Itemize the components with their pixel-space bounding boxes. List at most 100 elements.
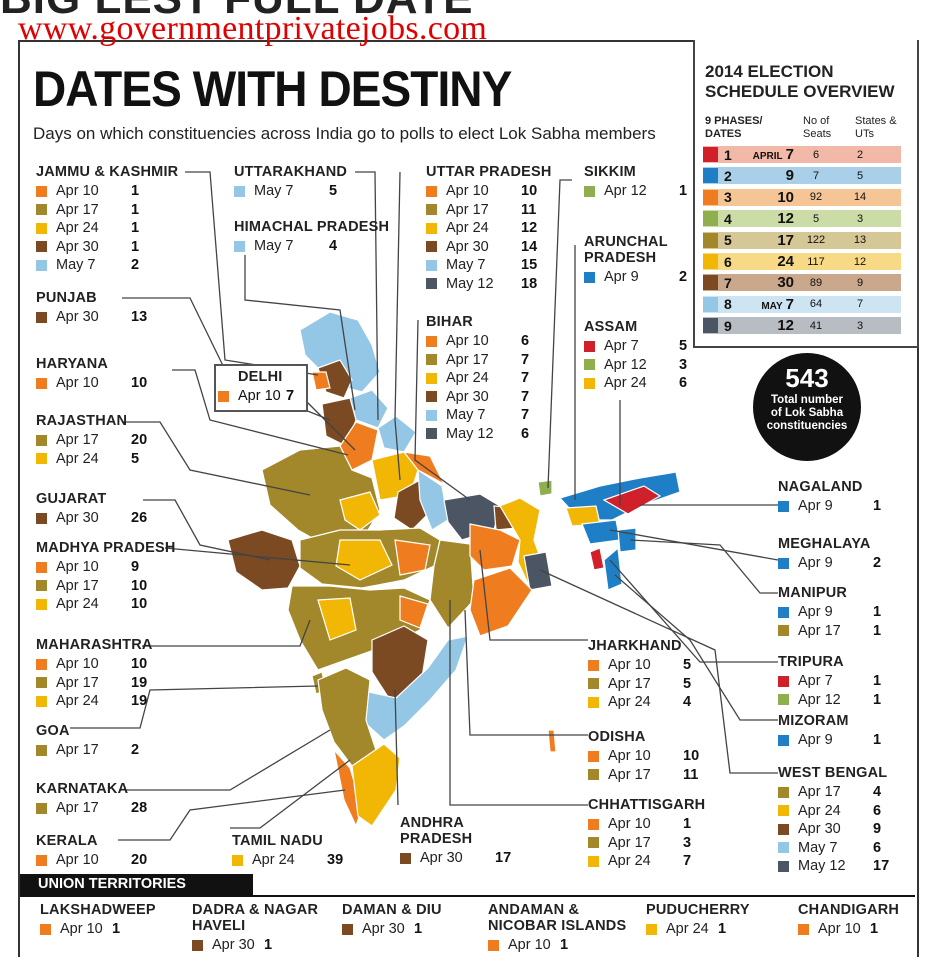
region-maha-apr24 — [317, 597, 357, 641]
phase-number: 9 — [724, 317, 732, 334]
seat-count: 1 — [264, 937, 273, 954]
poll-row: Apr 30 14 — [426, 238, 552, 257]
poll-date: Apr 7 — [604, 338, 639, 355]
poll-row: Apr 17 2 — [36, 741, 139, 760]
col-header-seats: No of Seats — [803, 115, 832, 140]
poll-row: Apr 30 13 — [36, 308, 147, 327]
date-swatch — [36, 580, 47, 592]
date-swatch — [36, 695, 47, 707]
poll-date: Apr 10 — [56, 559, 99, 576]
state-block-karnataka: KARNATAKA Apr 17 28 — [36, 781, 147, 818]
date-swatch — [778, 675, 789, 687]
seat-count: 6 — [873, 839, 882, 856]
date-swatch — [234, 185, 245, 197]
state-block-gujarat: GUJARAT Apr 30 26 — [36, 491, 147, 528]
delhi-inset-box — [214, 364, 308, 412]
phase-seats: 6 — [812, 148, 820, 161]
state-block-himachal-pradesh: HIMACHAL PRADESH May 7 4 — [234, 219, 389, 256]
seat-count: 17 — [495, 850, 512, 867]
poll-row: Apr 10 1 — [40, 920, 170, 939]
region-assam-apr7 — [602, 485, 662, 515]
date-swatch — [588, 855, 599, 867]
poll-row: Apr 30 1 — [192, 936, 322, 955]
seat-count: 1 — [873, 673, 882, 690]
poll-row: Apr 17 3 — [588, 834, 705, 853]
seat-count: 1 — [679, 183, 688, 200]
seat-count: 19 — [131, 674, 148, 691]
poll-date: Apr 17 — [608, 675, 651, 692]
seat-count: 1 — [873, 732, 882, 749]
state-block-tripura: TRIPURA Apr 7 1 Apr 12 1 — [778, 654, 881, 709]
state-name: BIHAR — [426, 314, 473, 330]
poll-date: Apr 17 — [608, 766, 651, 783]
schedule-overview-panel: 2014 ELECTION SCHEDULE OVERVIEW 9 PHASES/… — [693, 40, 919, 348]
phase-date: MAY 7 — [761, 295, 794, 313]
poll-date: Apr 10 — [56, 375, 99, 392]
state-name: ODISHA — [588, 729, 646, 745]
phase-seats: 89 — [809, 276, 823, 289]
date-swatch — [426, 428, 437, 440]
poll-row: Apr 9 1 — [778, 731, 881, 750]
poll-row: Apr 10 10 — [36, 374, 147, 393]
phase-date: 30 — [777, 274, 794, 292]
page-title: DATES WITH DESTINY — [33, 61, 512, 117]
phase-number: 6 — [724, 253, 732, 270]
phase-date: 10 — [777, 188, 794, 206]
poll-row: Apr 9 2 — [778, 554, 881, 573]
schedule-row-phase-2: 2 9 7 5 — [703, 167, 901, 185]
poll-date: Apr 10 — [56, 183, 99, 200]
seat-count: 28 — [131, 800, 148, 817]
poll-row: Apr 30 17 — [400, 849, 511, 868]
phase-states-uts: 12 — [853, 255, 867, 268]
ut-block-dadra-nagar-haveli: DADRA & NAGAR HAVELI Apr 30 1 — [192, 902, 322, 955]
poll-row: Apr 7 5 — [584, 337, 687, 356]
state-block-tamil-nadu: TAMIL NADU Apr 24 39 — [232, 833, 343, 870]
phase-seats: 5 — [812, 212, 820, 225]
date-swatch — [36, 744, 47, 756]
state-name: KERALA — [36, 833, 98, 849]
date-swatch — [36, 512, 47, 524]
poll-row: May 7 5 — [234, 182, 347, 201]
content-frame — [18, 40, 919, 957]
region-wb-may12 — [523, 551, 553, 591]
seat-count: 11 — [683, 766, 699, 783]
phase-number: 3 — [724, 189, 732, 206]
phase-number: 2 — [724, 167, 732, 184]
schedule-row-phase-6: 6 24 117 12 — [703, 253, 901, 270]
state-name: KARNATAKA — [36, 781, 129, 797]
poll-row: Apr 17 1 — [778, 622, 881, 641]
poll-date: Apr 24 — [604, 375, 647, 392]
state-block-west-bengal: WEST BENGAL Apr 17 4 Apr 24 6 Apr 30 9 May 7 6 Ma… — [778, 765, 889, 876]
map-regions — [227, 311, 681, 828]
date-swatch — [192, 939, 203, 951]
seat-count: 7 — [521, 388, 530, 405]
state-block-haryana: HARYANA Apr 10 10 — [36, 356, 147, 393]
date-swatch — [588, 696, 599, 708]
state-name: DELHI — [238, 369, 283, 385]
date-swatch — [400, 852, 411, 864]
poll-row: Apr 12 3 — [584, 356, 687, 375]
date-swatch — [778, 860, 789, 872]
poll-date: Apr 10 — [56, 656, 99, 673]
state-name: MAHARASHTRA — [36, 637, 153, 653]
seat-count: 1 — [873, 691, 882, 708]
seat-count: 9 — [131, 559, 140, 576]
ut-name: DAMAN & DIU — [342, 902, 442, 918]
date-swatch — [426, 241, 437, 253]
state-name: UTTAR PRADESH — [426, 164, 552, 180]
poll-row: Apr 10 1 — [488, 936, 628, 955]
state-block-delhi: DELHI Apr 10 7 — [218, 369, 294, 406]
poll-row: Apr 17 28 — [36, 799, 147, 818]
phase-swatch — [703, 189, 718, 205]
region-mizoram — [603, 546, 623, 591]
poll-row: Apr 10 1 — [36, 182, 178, 201]
date-swatch — [584, 340, 595, 352]
ut-block-chandigarh: CHANDIGARH Apr 10 1 — [798, 902, 908, 939]
state-name: ASSAM — [584, 319, 638, 335]
state-name: MEGHALAYA — [778, 536, 871, 552]
poll-date: Apr 9 — [798, 732, 833, 749]
seat-count: 10 — [131, 596, 148, 613]
state-name: RAJASTHAN — [36, 413, 128, 429]
poll-date: Apr 30 — [362, 921, 405, 938]
seat-count: 2 — [131, 257, 140, 274]
